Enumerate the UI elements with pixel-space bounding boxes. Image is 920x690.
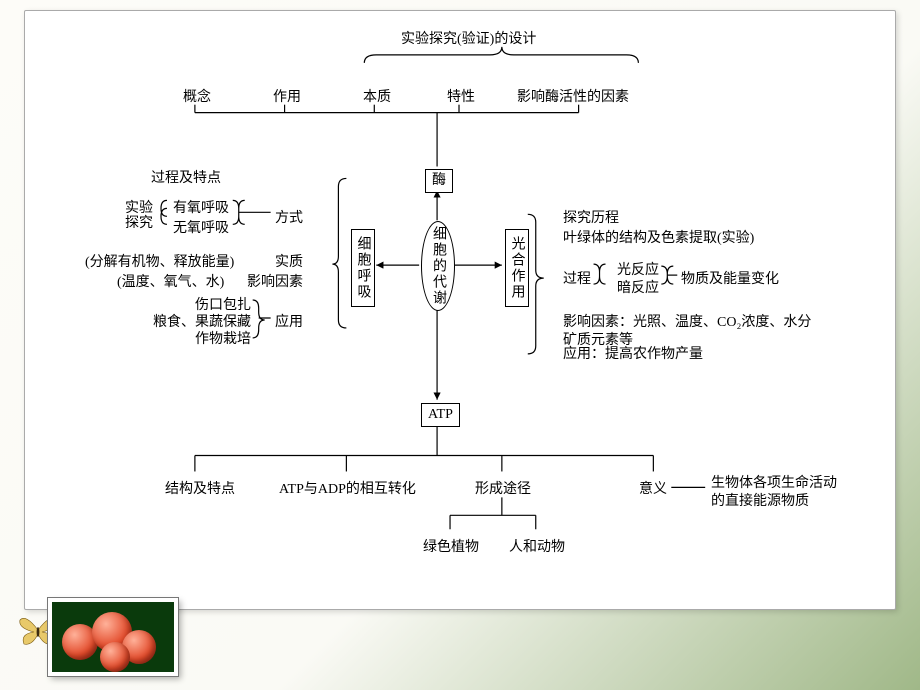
atp-item-2-sub-0: 绿色植物 — [423, 539, 479, 557]
photo-node: 光合作用 — [505, 229, 529, 307]
resp-apply: 应用 — [275, 314, 303, 332]
photo-process-note: 物质及能量变化 — [681, 271, 779, 289]
resp-mode-leftnote: 实验探究 — [125, 201, 153, 232]
photo-apply: 应用：提高农作物产量 — [563, 346, 703, 364]
atp-item-3: 意义 — [639, 481, 667, 499]
center-label: 细胞的代谢 — [428, 226, 448, 306]
enzyme-node: 酶 — [425, 169, 453, 193]
photo-history: 探究历程 — [563, 210, 619, 228]
resp-factors-note: (温度、氧气、水) — [117, 274, 224, 292]
resp-mode: 方式 — [275, 210, 303, 228]
resp-essence-note: (分解有机物、释放能量) — [85, 254, 234, 272]
photo-chloro: 叶绿体的结构及色素提取(实验) — [563, 230, 754, 248]
atp-node: ATP — [421, 403, 460, 427]
resp-factors: 影响因素 — [247, 274, 303, 292]
enzyme-item-2: 本质 — [363, 89, 391, 107]
atp-item-2-sub-1: 人和动物 — [509, 539, 565, 557]
photo-frame-icon — [48, 598, 178, 676]
resp-mode-sub-0: 有氧呼吸 — [173, 200, 229, 218]
photo-process-sub-0: 光反应 — [617, 262, 659, 280]
enzyme-topnote: 实验探究(验证)的设计 — [401, 31, 536, 49]
center-node: 细胞的代谢 — [421, 221, 455, 311]
decorative-image — [18, 598, 188, 678]
enzyme-item-0: 概念 — [183, 89, 211, 107]
photo-process: 过程 — [563, 271, 591, 289]
enzyme-item-3: 特性 — [447, 89, 475, 107]
resp-apply-sub-0: 伤口包扎 — [195, 297, 251, 315]
enzyme-item-4: 影响酶活性的因素 — [517, 89, 629, 107]
resp-apply-sub-2: 作物栽培 — [195, 331, 251, 349]
atp-item-2: 形成途径 — [475, 481, 531, 499]
diagram-card: 细胞的代谢 实验探究(验证)的设计 概念 作用 本质 特性 影响酶活性的因素 酶… — [24, 10, 896, 610]
resp-essence: 实质 — [275, 254, 303, 272]
photo-factors: 影响因素：光照、温度、CO₂浓度、水分矿质元素等 — [563, 314, 811, 349]
atp-item-0: 结构及特点 — [165, 481, 235, 499]
resp-apply-sub-1: 粮食、果蔬保藏 — [153, 314, 251, 332]
atp-item-1: ATP与ADP的相互转化 — [279, 481, 416, 499]
resp-process: 过程及特点 — [151, 170, 221, 188]
enzyme-item-1: 作用 — [273, 89, 301, 107]
resp-mode-sub-1: 无氧呼吸 — [173, 220, 229, 238]
atp-item-3-note: 生物体各项生命活动的直接能源物质 — [711, 475, 837, 510]
photo-process-sub-1: 暗反应 — [617, 280, 659, 298]
respiration-node: 细胞呼吸 — [351, 229, 375, 307]
